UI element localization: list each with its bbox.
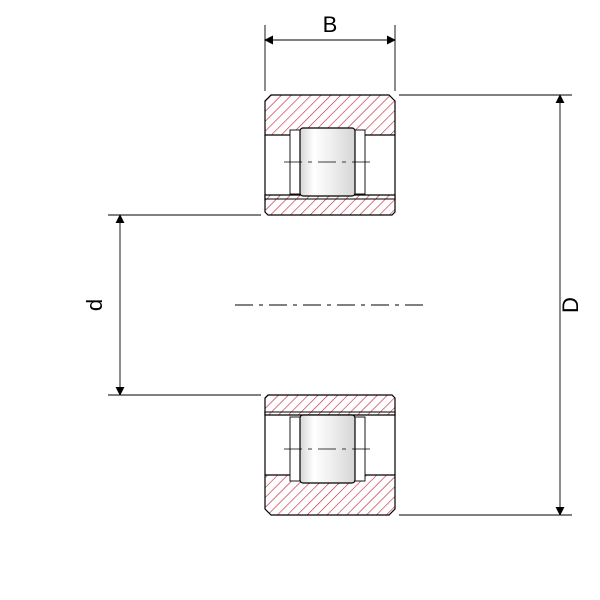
dim-label-width: B xyxy=(323,12,338,37)
ring-section xyxy=(265,195,395,215)
dim-label-outer-diameter: D xyxy=(558,297,583,313)
dim-label-bore: d xyxy=(82,299,107,311)
